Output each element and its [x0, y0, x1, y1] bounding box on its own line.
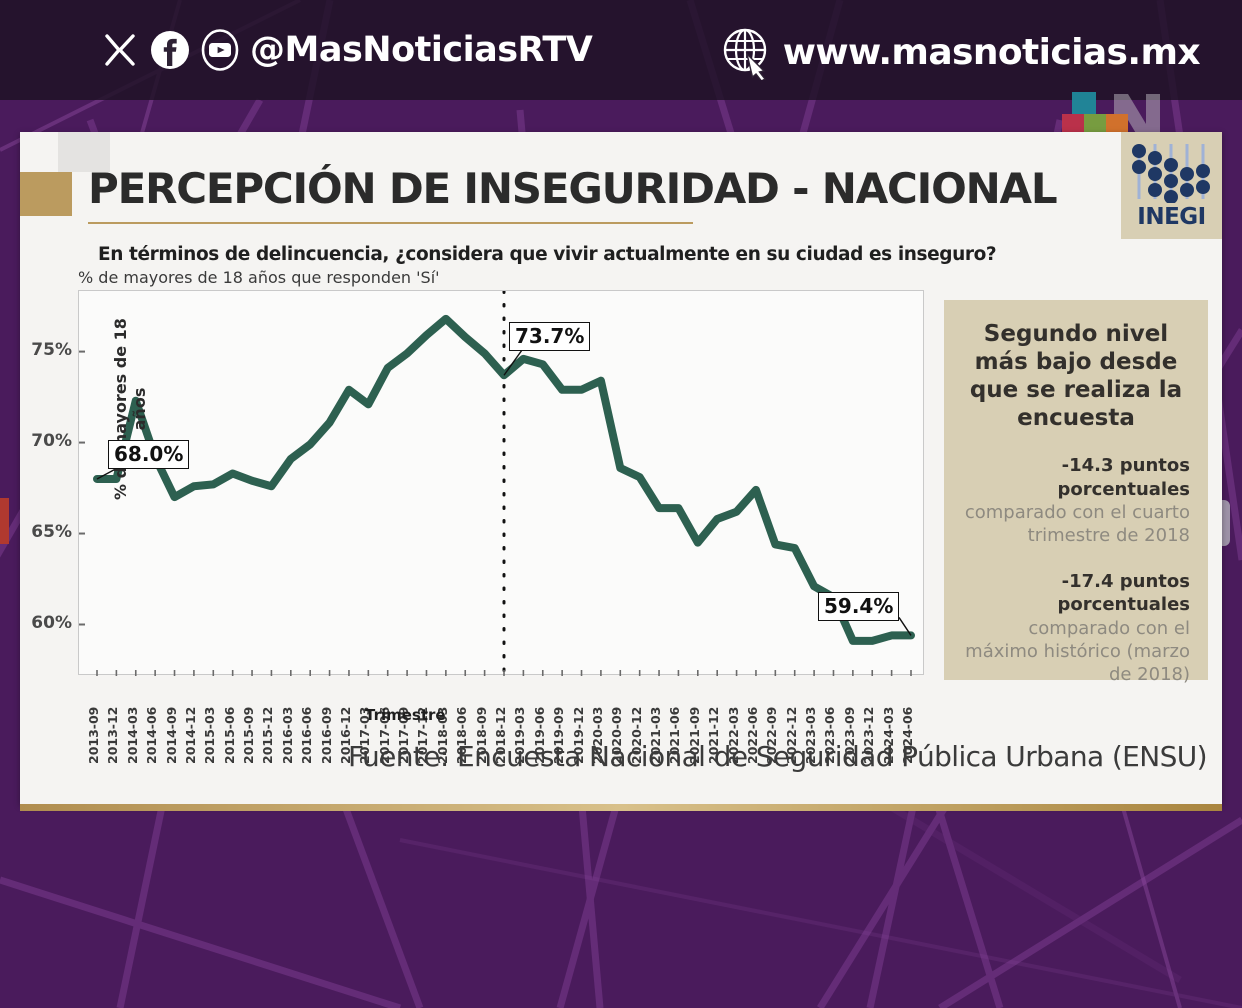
- social-handle-text: @MasNoticiasRTV: [250, 30, 593, 70]
- annotation-leader-line: [898, 617, 912, 636]
- x-tick-label: 2015-03: [202, 706, 218, 764]
- title-gold-square: [20, 172, 72, 216]
- website-text: www.masnoticias.mx: [782, 31, 1201, 73]
- insight-heading: Segundo nivel más bajo desde que se real…: [969, 321, 1183, 432]
- infographic-card: PERCEPCIÓN DE INSEGURIDAD - NACIONAL En …: [20, 132, 1222, 804]
- website-group: www.masnoticias.mx: [719, 24, 1201, 82]
- social-handle-group: @MasNoticiasRTV: [98, 28, 593, 72]
- line-chart-svg: [79, 289, 915, 678]
- x-tick-label: 2013-09: [86, 706, 101, 764]
- y-tick-label: 60%: [31, 612, 72, 633]
- chart-subtitle: % de mayores de 18 años que responden 'S…: [78, 268, 440, 287]
- y-tick-label: 75%: [31, 339, 72, 360]
- title-gray-square: [58, 132, 110, 172]
- x-tick-label: 2016-03: [279, 706, 295, 764]
- x-tick-label: 2014-06: [144, 706, 160, 764]
- chart-annotation-label: 59.4%: [818, 592, 900, 622]
- x-tick-label: 2015-06: [221, 706, 237, 764]
- insight-1-rest: comparado con el cuarto trimestre de 201…: [964, 501, 1190, 547]
- chart-annotation-label: 68.0%: [108, 439, 190, 469]
- inegi-logo: INEGI: [1121, 132, 1222, 239]
- x-tick-label: 2016-06: [299, 706, 315, 764]
- insight-2-rest: comparado con el máximo histórico (marzo…: [965, 617, 1190, 686]
- facebook-icon[interactable]: [148, 28, 192, 72]
- x-tick-label: 2014-12: [182, 706, 198, 764]
- left-red-marker: [0, 498, 9, 544]
- insight-2-bold: -17.4 puntos porcentuales: [1057, 570, 1190, 616]
- x-tick-label: 2015-12: [260, 706, 276, 764]
- x-axis-title: Trimestre: [365, 706, 446, 724]
- chart-question: En términos de delincuencia, ¿considera …: [98, 244, 997, 265]
- inegi-logo-text: INEGI: [1137, 204, 1206, 230]
- chart-annotation-label: 73.7%: [509, 322, 591, 352]
- insight-1-bold: -14.3 puntos porcentuales: [1057, 455, 1190, 500]
- card-bottom-rule: [20, 804, 1222, 811]
- x-tick-label: 2016-09: [318, 706, 334, 764]
- x-tick-label: 2014-09: [163, 706, 179, 764]
- insight-panel: Segundo nivel más bajo desde que se real…: [944, 300, 1208, 685]
- insight-paragraph-2: -17.4 puntos porcentuales comparado con …: [962, 570, 1190, 687]
- youtube-icon[interactable]: [198, 28, 242, 72]
- title-divider: [88, 222, 693, 224]
- insight-paragraph-1: -14.3 puntos porcentuales comparado con …: [962, 454, 1190, 548]
- y-tick-label: 70%: [31, 430, 72, 451]
- source-caption: Fuente: Encuesta Nacional de Seguridad P…: [348, 740, 1208, 773]
- page-title: PERCEPCIÓN DE INSEGURIDAD - NACIONAL: [88, 164, 1058, 213]
- y-axis-title: % de mayores de 18 años: [111, 318, 149, 500]
- x-tick-label: 2014-03: [124, 706, 140, 764]
- inegi-abacus-icon: [1131, 144, 1210, 203]
- globe-cursor-icon[interactable]: [719, 24, 775, 82]
- x-tick-label: 2013-12: [105, 706, 121, 764]
- chart-area: % de mayores de 18 años 60% 65% 70% 75% 201…: [31, 289, 924, 764]
- x-tick-label: 2015-09: [241, 706, 257, 764]
- branding-header: @MasNoticiasRTV www.masnoticias.mx: [0, 0, 1242, 100]
- x-twitter-icon[interactable]: [98, 28, 142, 72]
- plot-frame: [78, 289, 924, 678]
- annotation-leader-line: [503, 346, 525, 376]
- y-tick-label: 65%: [31, 521, 72, 542]
